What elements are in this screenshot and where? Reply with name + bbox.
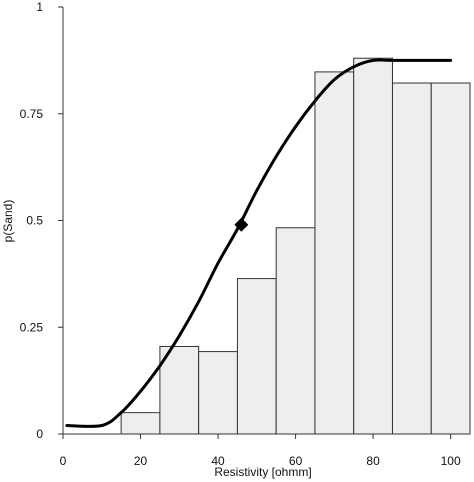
- histogram-bar: [120, 412, 161, 435]
- x-tick-label: 80: [366, 454, 380, 468]
- diamond-marker: [234, 217, 249, 232]
- x-axis-title: Resistivity [ohmm]: [214, 465, 311, 479]
- y-axis-title: p(Sand): [1, 200, 15, 243]
- y-tick-label: 1: [36, 0, 43, 14]
- y-tick-label: 0.5: [26, 214, 43, 228]
- y-tick-label: 0: [36, 427, 43, 441]
- probability-curve: [65, 58, 453, 428]
- histogram-bar: [391, 82, 432, 435]
- histogram-bar: [314, 71, 355, 435]
- histogram-bar: [236, 278, 277, 435]
- histogram-bar: [275, 227, 316, 435]
- histogram-bars: [120, 57, 471, 435]
- histogram-bar: [353, 57, 393, 435]
- x-tick-label: 40: [211, 454, 225, 468]
- histogram-bar: [159, 345, 200, 435]
- x-tick-label: 20: [134, 454, 148, 468]
- x-tick-label: 0: [60, 454, 67, 468]
- x-tick-label: 100: [441, 454, 461, 468]
- y-tick-label: 0.25: [20, 320, 44, 334]
- x-tick-labels: 0 20 40 60 80 100: [60, 454, 461, 468]
- axes: [58, 6, 470, 439]
- probability-curve-layer: [65, 58, 453, 428]
- histogram-bar: [198, 351, 238, 435]
- x-tick-label: 60: [289, 454, 303, 468]
- y-tick-label: 0.75: [20, 107, 44, 121]
- histogram-bar: [430, 82, 471, 435]
- y-tick-labels: 0 0.25 0.5 0.75 1: [20, 0, 44, 441]
